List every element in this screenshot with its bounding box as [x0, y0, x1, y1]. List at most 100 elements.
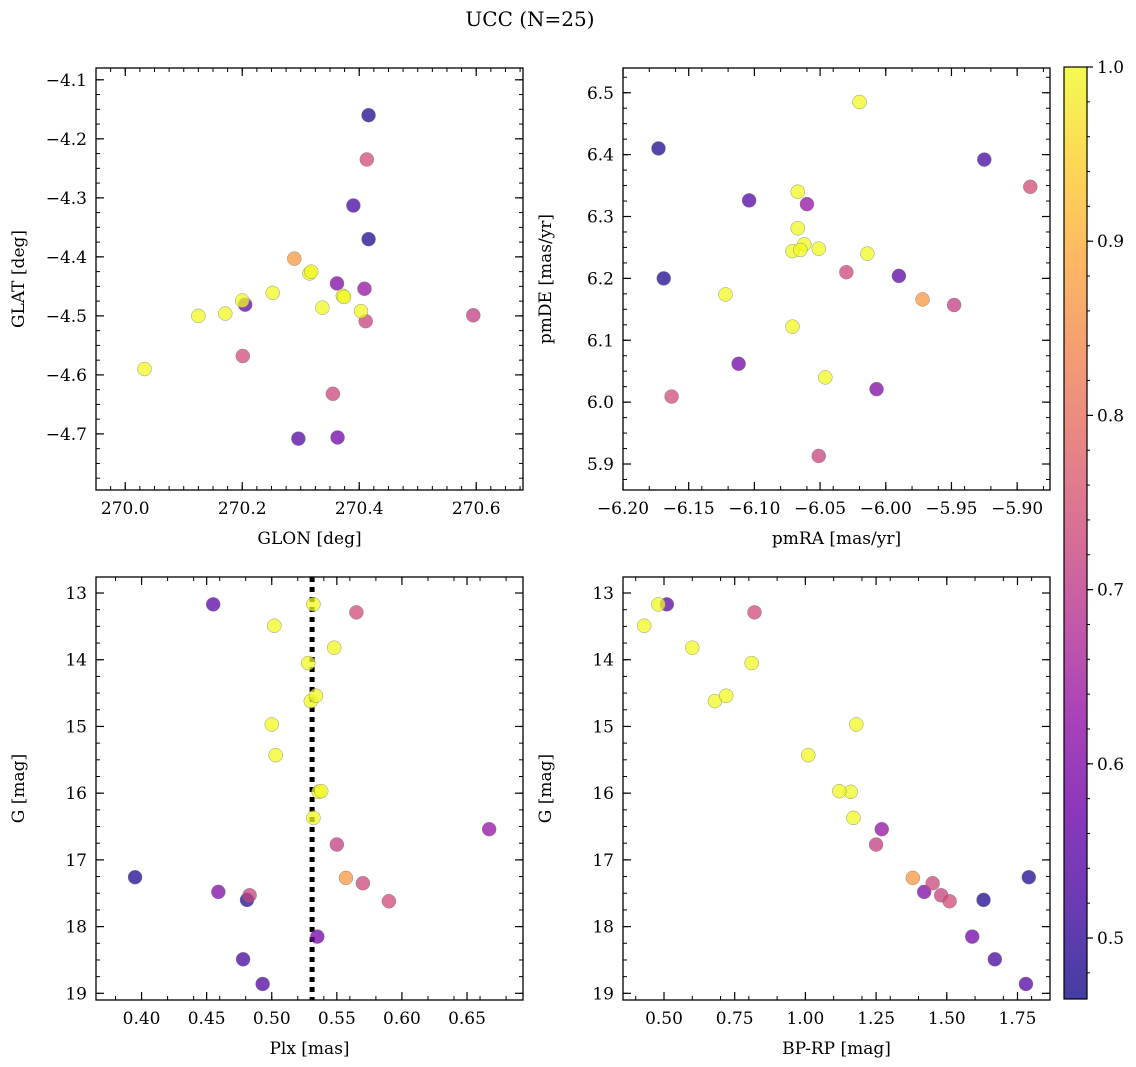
data-point	[925, 875, 940, 891]
y-tick-label: 16	[65, 784, 87, 804]
panel-plx-g: 0.40 0.45 0.50 0.55 0.60 0.65 13 14 15 16 17 18 19 Pl…	[9, 576, 524, 1059]
data-point	[651, 597, 666, 612]
data-point	[325, 386, 341, 402]
data-point	[942, 894, 957, 909]
data-point	[868, 837, 884, 852]
x-tick-label: 0.50	[253, 1009, 291, 1029]
y-tick-label: −4.4	[46, 248, 87, 268]
data-point	[310, 929, 325, 944]
colorbar-tick-label: 0.6	[1097, 755, 1124, 775]
data-point	[349, 605, 364, 620]
x-axis-label: GLON [deg]	[257, 529, 361, 549]
data-point	[218, 306, 233, 321]
x-tick-label: −6.00	[860, 499, 912, 519]
y-tick-label: 19	[65, 984, 87, 1004]
data-point	[964, 929, 980, 944]
y-tick-label: −4.6	[46, 366, 87, 386]
x-axis-label: BP-RP [mag]	[782, 1039, 891, 1059]
data-point	[987, 952, 1003, 967]
data-point	[793, 242, 808, 258]
data-point	[790, 184, 805, 200]
data-point	[265, 285, 280, 301]
y-tick-label: 6.1	[587, 331, 614, 351]
data-point	[361, 107, 376, 123]
figure-title: UCC (N=25)	[465, 7, 594, 31]
x-tick-label: −6.15	[663, 499, 715, 519]
data-point	[839, 264, 854, 280]
data-point	[790, 221, 805, 236]
data-point	[977, 152, 992, 167]
data-point	[744, 655, 759, 671]
data-point	[137, 361, 152, 377]
colorbar-tick-label: 0.8	[1097, 406, 1124, 426]
x-tick-label: 0.55	[318, 1009, 356, 1029]
data-point	[1023, 179, 1038, 195]
data-point	[915, 292, 930, 307]
data-point	[891, 268, 907, 284]
colorbar-frame	[1063, 66, 1088, 1000]
y-tick-label: 17	[65, 851, 87, 871]
data-point	[860, 246, 875, 261]
data-point	[353, 303, 369, 319]
axes-frame	[95, 67, 524, 491]
colorbar-tick-label: 0.9	[1097, 232, 1124, 252]
y-axis-label: G [mag]	[9, 754, 29, 823]
x-axis-label: Plx [mas]	[269, 1039, 349, 1059]
data-point	[235, 952, 251, 967]
data-point	[308, 688, 324, 704]
y-tick-label: 13	[65, 584, 87, 604]
data-point	[306, 810, 321, 826]
data-point	[874, 821, 889, 837]
y-axis-label: G [mag]	[536, 754, 556, 823]
y-tick-label: 17	[592, 851, 614, 871]
panel-bprp-g: 0.50 0.75 1.00 1.25 1.50 1.75 13 14 15 16 17 18 19 BP…	[536, 576, 1051, 1059]
data-point	[849, 717, 864, 732]
y-axis-label: pmDE [mas/yr]	[536, 214, 556, 344]
y-tick-label: −4.7	[46, 425, 87, 445]
data-point	[357, 281, 372, 296]
colorbar: 0.5 0.6 0.7 0.8 0.9 1.0	[1063, 58, 1124, 1000]
data-point	[799, 196, 815, 212]
y-tick-label: 15	[65, 717, 87, 737]
x-tick-label: −6.20	[597, 499, 649, 519]
y-tick-label: 14	[65, 651, 87, 671]
data-point	[731, 356, 746, 372]
y-tick-label: 16	[592, 784, 614, 804]
colorbar-tick-label: 0.7	[1097, 581, 1124, 601]
x-axis-label: pmRA [mas/yr]	[772, 529, 901, 549]
data-point	[481, 821, 497, 837]
data-point	[242, 888, 257, 903]
x-tick-label: 270.6	[452, 499, 501, 519]
y-tick-label: 18	[592, 918, 614, 938]
data-point	[718, 688, 734, 704]
data-point	[191, 308, 206, 324]
data-point	[811, 448, 827, 464]
x-tick-label: 0.40	[123, 1009, 161, 1029]
colorbar-tick-label: 1.0	[1097, 58, 1124, 78]
x-tick-label: 1.00	[786, 1009, 824, 1029]
data-point	[636, 618, 652, 633]
x-tick-label: 0.60	[383, 1009, 421, 1029]
x-tick-label: −6.05	[794, 499, 846, 519]
data-point	[718, 287, 733, 302]
data-point	[811, 241, 827, 256]
data-point	[361, 231, 376, 247]
y-tick-label: −4.2	[46, 130, 87, 150]
y-tick-label: 5.9	[587, 455, 614, 475]
y-tick-label: 6.4	[587, 146, 614, 166]
data-point	[304, 264, 319, 279]
axes-frame	[95, 576, 524, 1001]
data-point	[1021, 869, 1037, 885]
data-point	[747, 605, 762, 620]
data-point	[355, 875, 371, 891]
x-tick-label: 0.45	[188, 1009, 226, 1029]
data-point	[205, 597, 221, 612]
data-point	[329, 276, 345, 291]
x-tick-label: 270.0	[101, 499, 150, 519]
y-tick-label: −4.1	[46, 71, 87, 91]
x-tick-label: 270.4	[335, 499, 384, 519]
data-point	[905, 870, 921, 886]
data-point	[234, 293, 250, 308]
data-point	[346, 198, 361, 213]
